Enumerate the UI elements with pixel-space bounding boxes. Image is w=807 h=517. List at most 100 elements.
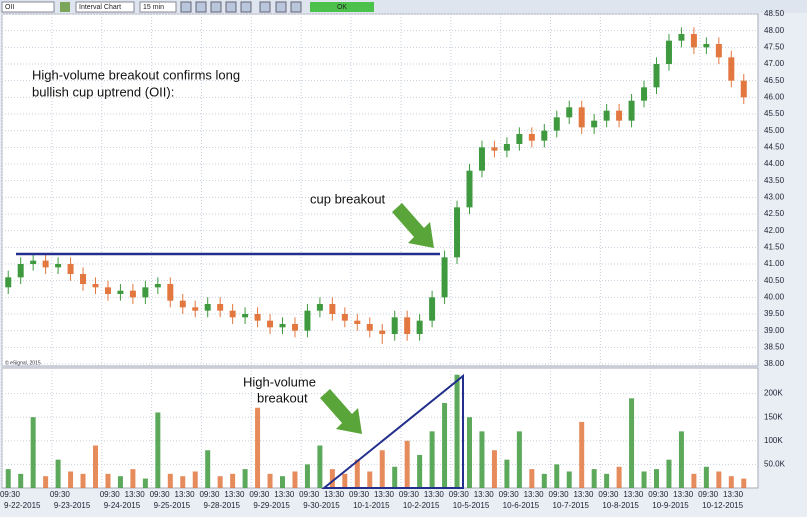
- candle-body: [516, 134, 523, 144]
- x-time-label: 09:30: [698, 490, 719, 499]
- icon[interactable]: [275, 1, 287, 13]
- x-time-label: 13:30: [374, 490, 395, 499]
- volume-bar: [479, 431, 485, 488]
- candle-body: [42, 260, 49, 268]
- x-time-label: 09:30: [499, 490, 520, 499]
- volume-bar: [454, 374, 460, 488]
- candle-body: [478, 147, 485, 171]
- y-tick-label: 41.00: [764, 259, 785, 268]
- volume-bar: [304, 464, 310, 488]
- x-time-label: 13:30: [474, 490, 495, 499]
- volume-bar: [604, 473, 610, 488]
- icon[interactable]: [225, 1, 237, 13]
- y-tick-label: 39.00: [764, 326, 785, 335]
- candle-body: [17, 264, 24, 278]
- volume-bar: [105, 473, 111, 488]
- x-time-label: 13:30: [623, 490, 644, 499]
- candle-body: [553, 117, 560, 131]
- volume-bar: [192, 471, 198, 488]
- volume-bar: [467, 417, 472, 488]
- candle-body: [55, 264, 62, 268]
- candle-body: [179, 300, 186, 308]
- volume-bar: [554, 464, 560, 488]
- volume-bar: [80, 473, 86, 488]
- y-tick-label: 43.00: [764, 192, 785, 201]
- arrow: [320, 389, 362, 434]
- icon[interactable]: [240, 1, 252, 13]
- x-time-label: 13:30: [175, 490, 196, 499]
- x-time-label: 09:30: [648, 490, 669, 499]
- candle-body: [665, 40, 672, 64]
- y-tick-label: 39.50: [764, 309, 785, 318]
- icon[interactable]: [180, 1, 192, 13]
- volume-bar: [255, 407, 261, 488]
- volume-bar: [230, 473, 236, 488]
- x-time-label: 09:30: [199, 490, 220, 499]
- volume-bar: [641, 471, 647, 488]
- volume-bar: [267, 473, 273, 488]
- ok-button[interactable]: [310, 2, 374, 12]
- x-time-label: 13:30: [224, 490, 245, 499]
- volume-bar: [367, 471, 373, 488]
- volume-bar: [616, 466, 622, 488]
- candle-body: [67, 264, 74, 274]
- y-tick-label: 48.00: [764, 26, 785, 35]
- candle-body: [329, 304, 336, 314]
- y-tick-label: 41.50: [764, 242, 785, 251]
- y-tick-label: 42.50: [764, 209, 785, 218]
- icon[interactable]: [259, 1, 271, 13]
- volume-bar: [666, 459, 672, 488]
- interval-box[interactable]: [139, 1, 177, 13]
- chart-kind: Interval Chart: [79, 4, 121, 11]
- candle-body: [491, 147, 498, 151]
- candle-body: [366, 324, 373, 331]
- candle-body: [379, 330, 386, 334]
- icon[interactable]: [60, 2, 70, 12]
- candle-body: [740, 80, 747, 98]
- icon[interactable]: [195, 1, 207, 13]
- candle-body: [142, 287, 149, 298]
- x-time-label: 13:30: [524, 490, 545, 499]
- y-tick-label: 38.00: [764, 359, 785, 368]
- volume-bar: [217, 476, 223, 488]
- candle-body: [217, 304, 224, 311]
- volume-bar: [30, 417, 36, 488]
- x-date-label: 10-7-2015: [553, 501, 590, 510]
- annotation: bullish cup uptrend (OII):: [32, 84, 174, 99]
- volume-bar: [404, 440, 410, 488]
- x-time-label: 13:30: [125, 490, 146, 499]
- y-tick-label: 47.50: [764, 42, 785, 51]
- volume-triangle: [321, 373, 464, 489]
- candle-body: [30, 260, 37, 264]
- icon[interactable]: [290, 1, 302, 13]
- y2-tick-label: 150K: [764, 412, 783, 421]
- x-date-label: 9-22-2015: [4, 501, 41, 510]
- volume-bar: [529, 469, 535, 488]
- price-panel: [1, 13, 759, 367]
- symbol-box[interactable]: [1, 1, 55, 13]
- volume-bar: [629, 398, 635, 488]
- x-date-label: 10-1-2015: [353, 501, 390, 510]
- x-time-label: 09:30: [50, 490, 71, 499]
- chart-kind-box[interactable]: [75, 1, 135, 13]
- annotation: High-volume: [243, 374, 316, 389]
- y-tick-label: 44.50: [764, 142, 785, 151]
- x-time-label: 13:30: [424, 490, 445, 499]
- ok-label: OK: [337, 4, 347, 11]
- x-time-label: 13:30: [274, 490, 295, 499]
- volume-bar: [55, 459, 61, 488]
- y2-tick-label: 100K: [764, 436, 783, 445]
- volume-bar: [728, 476, 734, 488]
- candle-body: [192, 307, 199, 311]
- y-tick-label: 40.50: [764, 276, 785, 285]
- candle-body: [653, 64, 660, 88]
- interval: 15 min: [143, 4, 164, 11]
- x-date-label: 10-6-2015: [503, 501, 540, 510]
- candle-body: [454, 207, 461, 258]
- icon[interactable]: [210, 1, 222, 13]
- candle-body: [416, 320, 423, 334]
- candle-body: [591, 120, 598, 128]
- volume-bar: [654, 469, 659, 488]
- volume-bar: [329, 469, 335, 488]
